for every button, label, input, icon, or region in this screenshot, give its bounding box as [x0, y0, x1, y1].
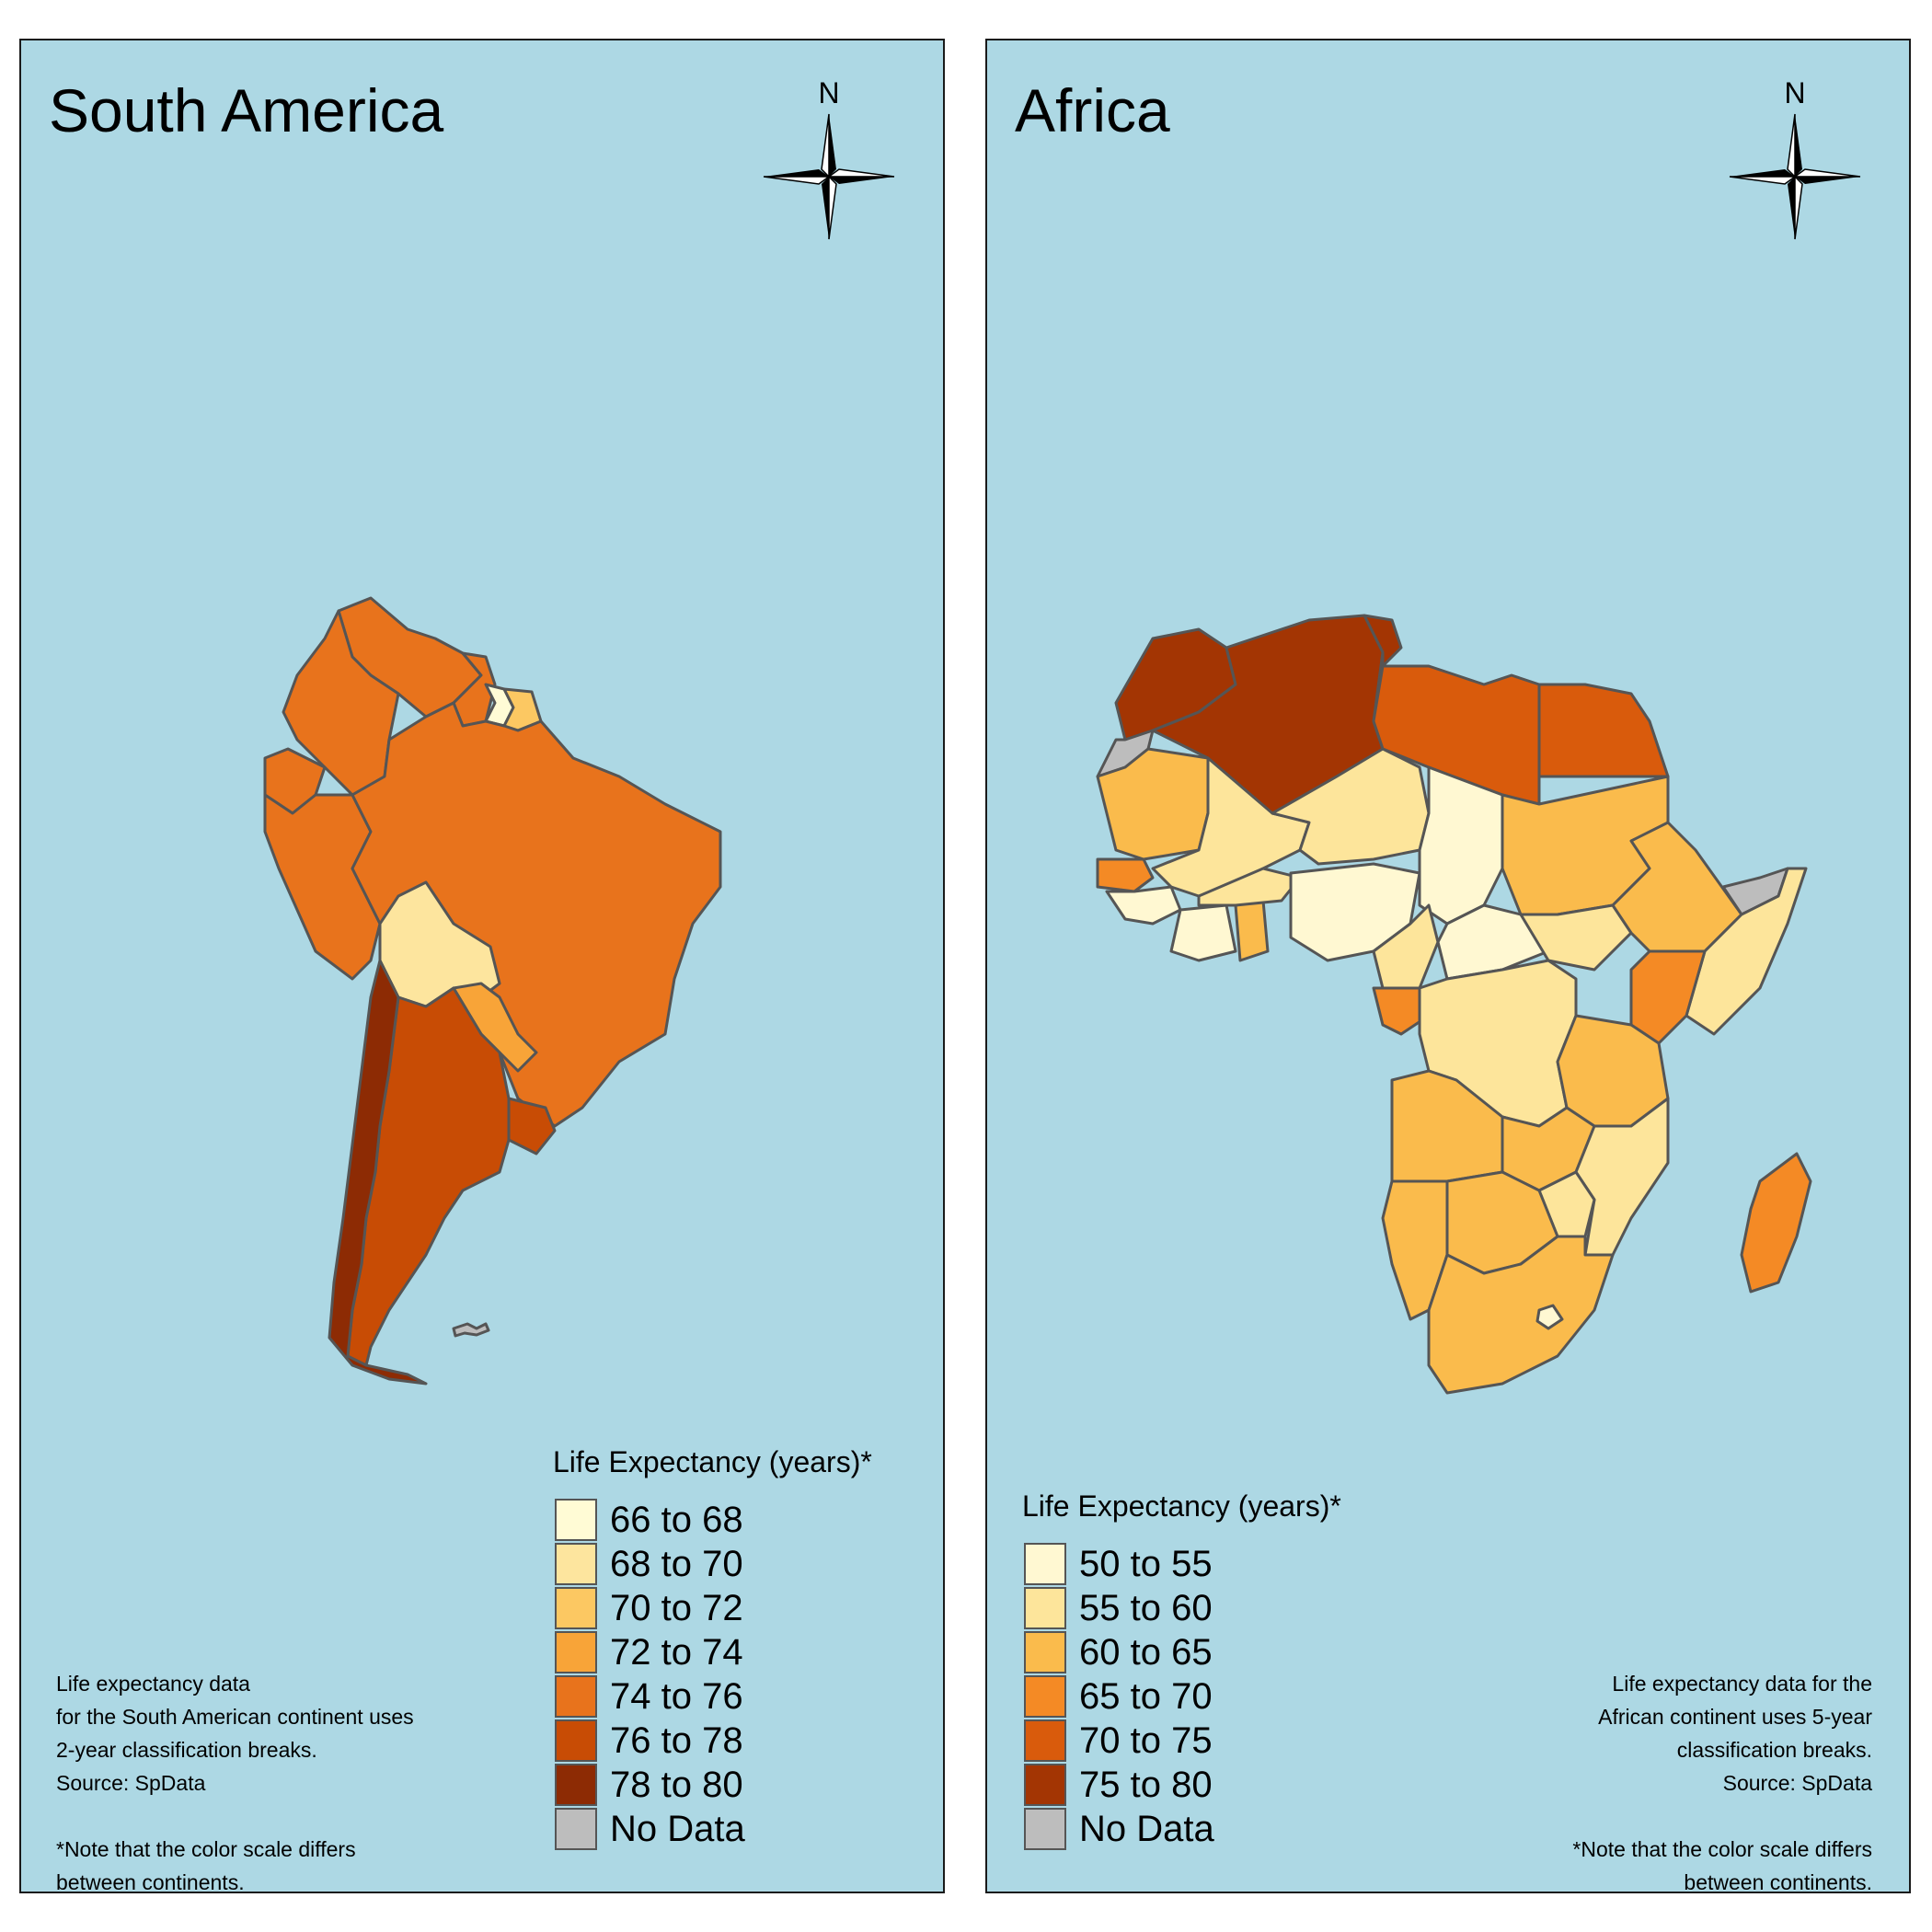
country-egypt [1537, 683, 1670, 778]
south-america-map [263, 596, 722, 1386]
country-tunisia [1363, 614, 1403, 668]
country-south-sudan [1519, 903, 1633, 972]
south-america-map-panel: South America N Life Expectancy (years)*… [19, 39, 945, 1893]
legend-title: Life Expectancy (years)* [553, 1445, 872, 1478]
country-chile [328, 959, 428, 1386]
country-chad [1418, 765, 1504, 926]
legend-item: 66 to 68 [553, 1498, 872, 1542]
legend-label: No Data [1079, 1808, 1214, 1849]
legend-item: 74 to 76 [553, 1674, 872, 1719]
legend-item: 68 to 70 [553, 1542, 872, 1586]
country-lesotho [1535, 1304, 1564, 1330]
legend-items: 50 to 55 55 to 60 60 to 65 65 to 70 70 to 75… [1022, 1542, 1341, 1851]
legend: Life Expectancy (years)* 50 to 55 55 to 6… [1022, 1489, 1341, 1851]
country-guinea [1105, 885, 1182, 926]
legend-swatch [555, 1587, 597, 1629]
legend-item: 60 to 65 [1022, 1630, 1341, 1674]
legend-label: 70 to 72 [610, 1587, 743, 1628]
map-note: Life expectancy data for the South Ameri… [56, 1672, 414, 1893]
legend-label: 50 to 55 [1079, 1543, 1213, 1584]
country-burkina [1197, 867, 1302, 907]
legend-swatch [555, 1808, 597, 1850]
legend-label: 78 to 80 [610, 1764, 743, 1805]
legend-label: 66 to 68 [610, 1499, 743, 1540]
legend-item: No Data [553, 1807, 872, 1851]
legend-swatch [555, 1543, 597, 1585]
legend-label: 70 to 75 [1079, 1719, 1213, 1761]
legend-swatch [1024, 1631, 1066, 1673]
legend-swatch [1024, 1808, 1066, 1850]
legend-item: 65 to 70 [1022, 1674, 1341, 1719]
legend-label: 55 to 60 [1079, 1587, 1213, 1628]
country-south-africa [1427, 1235, 1615, 1395]
country-gabon-congo [1372, 986, 1431, 1036]
africa-map [1096, 614, 1812, 1395]
legend-swatch [1024, 1543, 1066, 1585]
legend-items: 66 to 68 68 to 70 70 to 72 72 to 74 74 to 76… [553, 1498, 872, 1851]
map-note: Life expectancy data for the African con… [1572, 1672, 1872, 1893]
legend-label: 75 to 80 [1079, 1764, 1213, 1805]
country-somalia [1685, 867, 1808, 1036]
legend-label: 60 to 65 [1079, 1631, 1213, 1673]
legend-label: 72 to 74 [610, 1631, 743, 1673]
legend-swatch [555, 1631, 597, 1673]
legend-item: 55 to 60 [1022, 1586, 1341, 1630]
legend-label: 68 to 70 [610, 1543, 743, 1584]
legend-item: 76 to 78 [553, 1719, 872, 1763]
africa-map-panel: Africa N Life Expectancy (years)* 50 to … [985, 39, 1911, 1893]
country-senegal [1096, 857, 1155, 893]
legend-item: No Data [1022, 1807, 1341, 1851]
legend: Life Expectancy (years)* 66 to 68 68 to 7… [553, 1445, 872, 1851]
legend-label: No Data [610, 1808, 745, 1849]
island-falklands [452, 1322, 490, 1338]
compass-rose-icon: N [762, 75, 918, 259]
map-title: South America [49, 76, 444, 144]
legend-swatch [1024, 1587, 1066, 1629]
compass-rose-icon: N [1728, 75, 1884, 259]
legend-label: 74 to 76 [610, 1675, 743, 1717]
legend-swatch [1024, 1764, 1066, 1806]
legend-item: 70 to 75 [1022, 1719, 1341, 1763]
country-madagascar [1740, 1152, 1812, 1294]
legend-swatch [555, 1764, 597, 1806]
compass-north-label: N [818, 76, 839, 109]
legend-title: Life Expectancy (years)* [1022, 1489, 1341, 1523]
legend-item: 72 to 74 [553, 1630, 872, 1674]
legend-swatch [555, 1719, 597, 1762]
legend-swatch [1024, 1675, 1066, 1718]
map-title: Africa [1015, 76, 1170, 144]
legend-swatch [555, 1675, 597, 1718]
legend-item: 50 to 55 [1022, 1542, 1341, 1586]
country-ghana [1234, 899, 1270, 962]
country-ivory-coast [1169, 903, 1237, 962]
compass-north-label: N [1784, 76, 1805, 109]
legend-swatch [555, 1499, 597, 1541]
legend-label: 65 to 70 [1079, 1675, 1213, 1717]
legend-item: 70 to 72 [553, 1586, 872, 1630]
legend-item: 75 to 80 [1022, 1763, 1341, 1807]
legend-label: 76 to 78 [610, 1719, 743, 1761]
legend-swatch [1024, 1719, 1066, 1762]
legend-item: 78 to 80 [553, 1763, 872, 1807]
